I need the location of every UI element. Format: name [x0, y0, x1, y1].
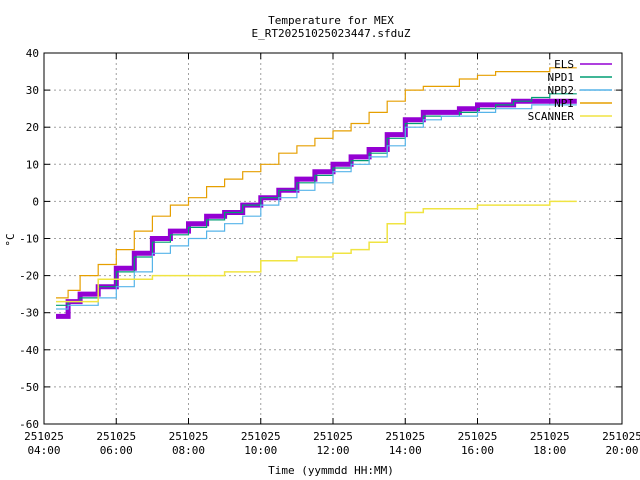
x-tick-time: 10:00 [244, 444, 277, 457]
x-tick-time: 06:00 [100, 444, 133, 457]
legend-label: NPD2 [548, 84, 575, 97]
x-tick-date: 251025 [24, 430, 64, 443]
chart-title: Temperature for MEX [268, 14, 394, 27]
y-tick-label: -30 [19, 307, 39, 320]
x-tick-date: 251025 [313, 430, 353, 443]
x-tick-date: 251025 [530, 430, 570, 443]
x-tick-date: 251025 [241, 430, 281, 443]
x-tick-date: 251025 [385, 430, 425, 443]
y-tick-label: 20 [26, 121, 39, 134]
legend-label: NPD1 [548, 71, 575, 84]
plot-area-border [43, 52, 623, 425]
legend-label: ELS [554, 58, 574, 71]
series-line-npd1 [56, 93, 577, 306]
x-tick-time: 04:00 [27, 444, 60, 457]
y-tick-label: -10 [19, 233, 39, 246]
x-tick-date: 251025 [169, 430, 209, 443]
x-tick-date: 251025 [96, 430, 136, 443]
grid-lines [43, 52, 623, 425]
x-tick-time: 16:00 [461, 444, 494, 457]
x-tick-time: 08:00 [172, 444, 205, 457]
legend-label: SCANNER [528, 110, 575, 123]
legend-label: NPI [554, 97, 574, 110]
x-tick-time: 12:00 [316, 444, 349, 457]
x-tick-labels: 25102504:0025102506:0025102508:002510251… [24, 430, 640, 457]
y-tick-label: 40 [26, 47, 39, 60]
x-tick-time: 14:00 [389, 444, 422, 457]
x-tick-time: 18:00 [533, 444, 566, 457]
x-tick-time: 20:00 [605, 444, 638, 457]
series-line-npd2 [56, 104, 577, 310]
y-tick-label: 10 [26, 158, 39, 171]
series-line-npi [56, 67, 577, 299]
chart-subtitle: E_RT20251025023447.sfduZ [252, 27, 411, 40]
y-tick-label: -40 [19, 344, 39, 357]
y-tick-labels: 40 30 20 10 0 -10 -20 -30 -40 -50 -60 [19, 47, 39, 431]
series-line-scanner [56, 200, 577, 303]
series-lines [56, 67, 577, 319]
y-tick-label: 30 [26, 84, 39, 97]
y-tick-label: -50 [19, 381, 39, 394]
x-axis-label: Time (yymmdd HH:MM) [268, 464, 394, 477]
y-tick-label: -60 [19, 418, 39, 431]
y-axis-label: °C [4, 233, 17, 246]
y-tick-label: 0 [32, 195, 39, 208]
x-tick-date: 251025 [602, 430, 640, 443]
y-tick-label: -20 [19, 270, 39, 283]
x-tick-date: 251025 [458, 430, 498, 443]
